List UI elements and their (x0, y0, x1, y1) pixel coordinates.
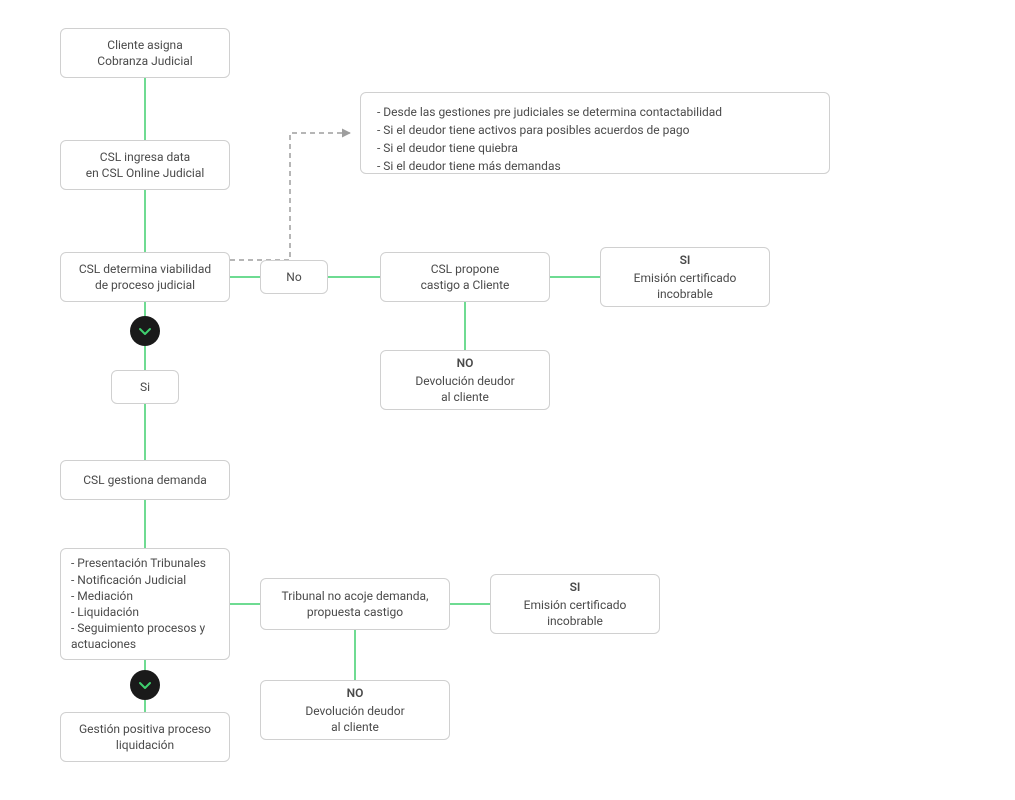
node-no-devolucion-2: NODevolución deudoral cliente (260, 680, 450, 740)
node-gestion-positiva: Gestión positiva procesoliquidación (60, 712, 230, 762)
node-cliente-asigna: Cliente asignaCobranza Judicial (60, 28, 230, 78)
node-si-emision-2: SIEmisión certificadoincobrable (490, 574, 660, 634)
note-box: - Desde las gestiones pre judiciales se … (360, 92, 830, 174)
node-csl-gestiona: CSL gestiona demanda (60, 460, 230, 500)
node-presentacion-list: - Presentación Tribunales- Notificación … (60, 548, 230, 660)
chevron-down-icon (138, 678, 152, 692)
edge (230, 133, 350, 260)
down-arrow-badge-1 (130, 316, 160, 346)
node-si-1: Si (111, 370, 179, 404)
node-csl-viabilidad: CSL determina viabilidadde proceso judic… (60, 252, 230, 302)
node-csl-propone: CSL proponecastigo a Cliente (380, 252, 550, 302)
node-no-1: No (260, 260, 328, 294)
node-no-devolucion-1: NODevolución deudoral cliente (380, 350, 550, 410)
flowchart-canvas: Cliente asignaCobranza Judicial CSL ingr… (0, 0, 1015, 800)
chevron-down-icon (138, 324, 152, 338)
node-csl-ingresa: CSL ingresa dataen CSL Online Judicial (60, 140, 230, 190)
down-arrow-badge-2 (130, 670, 160, 700)
node-si-emision-1: SIEmisión certificadoincobrable (600, 247, 770, 307)
node-tribunal-no-acoje: Tribunal no acoje demanda,propuesta cast… (260, 578, 450, 630)
